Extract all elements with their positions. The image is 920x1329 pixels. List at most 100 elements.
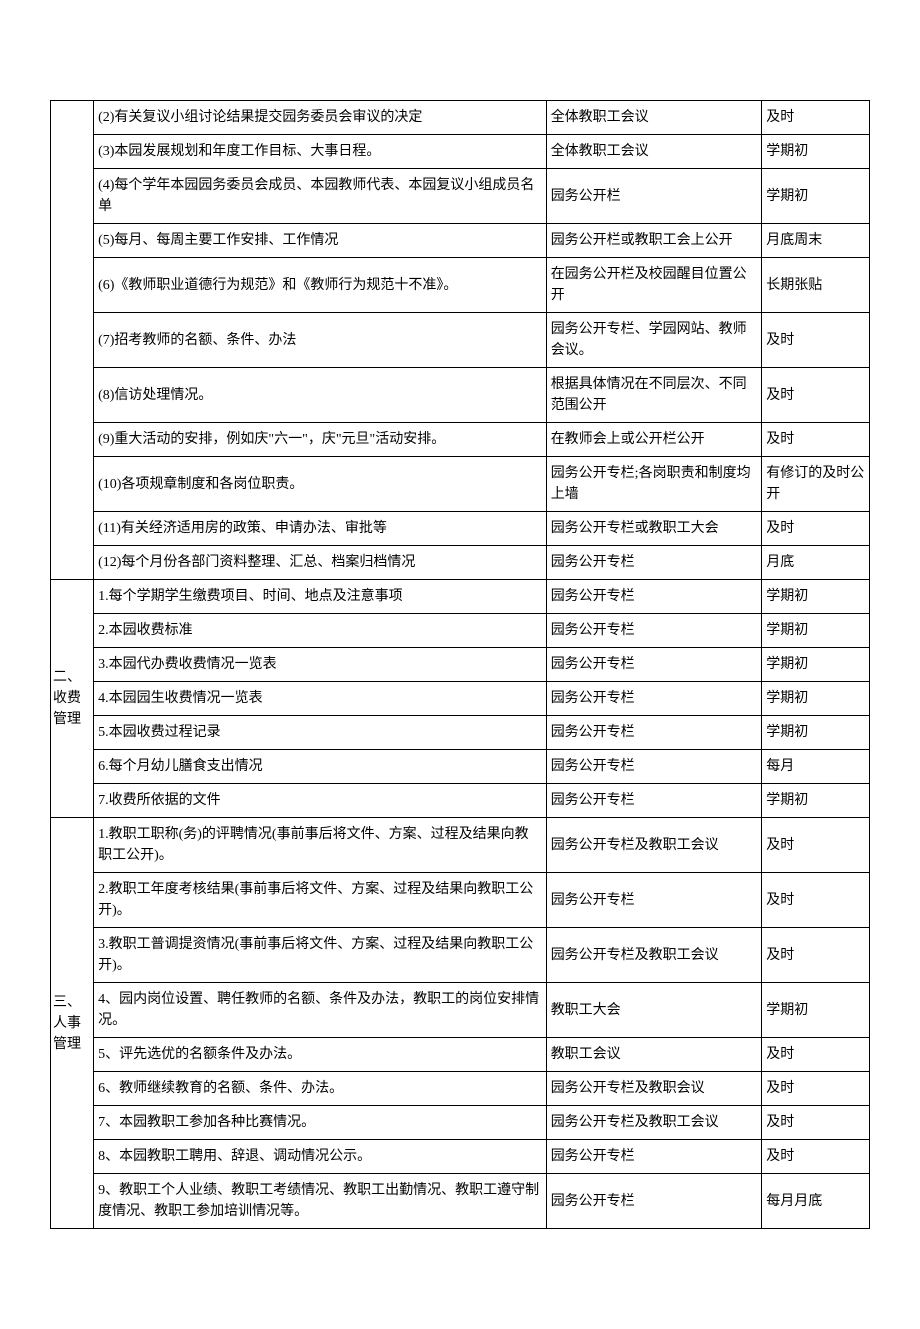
method-cell: 全体教职工会议 [546, 135, 762, 169]
table-row: (9)重大活动的安排，例如庆"六一"，庆"元旦"活动安排。在教师会上或公开栏公开… [51, 423, 870, 457]
table-row: 3.本园代办费收费情况一览表园务公开专栏学期初 [51, 648, 870, 682]
content-cell: 7、本园教职工参加各种比赛情况。 [94, 1106, 547, 1140]
table-row: 6.每个月幼儿膳食支出情况园务公开专栏每月 [51, 750, 870, 784]
method-cell: 园务公开专栏、学园网站、教师会议。 [546, 313, 762, 368]
time-cell: 及时 [762, 512, 870, 546]
method-cell: 园务公开栏或教职工会上公开 [546, 224, 762, 258]
time-cell: 及时 [762, 1072, 870, 1106]
time-cell: 学期初 [762, 169, 870, 224]
method-cell: 园务公开专栏及教职会议 [546, 1072, 762, 1106]
content-cell: 2.教职工年度考核结果(事前事后将文件、方案、过程及结果向教职工公开)。 [94, 873, 547, 928]
content-cell: (4)每个学年本园园务委员会成员、本园教师代表、本园复议小组成员名单 [94, 169, 547, 224]
method-cell: 园务公开专栏 [546, 546, 762, 580]
table-row: (3)本园发展规划和年度工作目标、大事日程。全体教职工会议学期初 [51, 135, 870, 169]
table-row: (10)各项规章制度和各岗位职责。园务公开专栏;各岗职责和制度均上墙有修订的及时… [51, 457, 870, 512]
table-row: 6、教师继续教育的名额、条件、办法。园务公开专栏及教职会议及时 [51, 1072, 870, 1106]
content-cell: (6)《教师职业道德行为规范》和《教师行为规范十不准》。 [94, 258, 547, 313]
method-cell: 园务公开专栏及教职工会议 [546, 1106, 762, 1140]
table-row: 8、本园教职工聘用、辞退、调动情况公示。园务公开专栏及时 [51, 1140, 870, 1174]
content-cell: (10)各项规章制度和各岗位职责。 [94, 457, 547, 512]
time-cell: 每月月底 [762, 1174, 870, 1229]
content-cell: (9)重大活动的安排，例如庆"六一"，庆"元旦"活动安排。 [94, 423, 547, 457]
time-cell: 月底周末 [762, 224, 870, 258]
method-cell: 园务公开专栏及教职工会议 [546, 928, 762, 983]
content-cell: 5.本园收费过程记录 [94, 716, 547, 750]
time-cell: 学期初 [762, 580, 870, 614]
content-cell: 8、本园教职工聘用、辞退、调动情况公示。 [94, 1140, 547, 1174]
method-cell: 教职工大会 [546, 983, 762, 1038]
time-cell: 及时 [762, 101, 870, 135]
content-cell: 7.收费所依据的文件 [94, 784, 547, 818]
time-cell: 每月 [762, 750, 870, 784]
content-cell: (12)每个月份各部门资料整理、汇总、档案归档情况 [94, 546, 547, 580]
table-row: 2.本园收费标准园务公开专栏学期初 [51, 614, 870, 648]
time-cell: 及时 [762, 1140, 870, 1174]
table-row: 4、园内岗位设置、聘任教师的名额、条件及办法，教职工的岗位安排情况。教职工大会学… [51, 983, 870, 1038]
time-cell: 及时 [762, 368, 870, 423]
method-cell: 园务公开专栏 [546, 614, 762, 648]
content-cell: (11)有关经济适用房的政策、申请办法、审批等 [94, 512, 547, 546]
time-cell: 及时 [762, 423, 870, 457]
table-row: 7、本园教职工参加各种比赛情况。园务公开专栏及教职工会议及时 [51, 1106, 870, 1140]
category-cell: 三、人事管理 [51, 818, 94, 1229]
time-cell: 学期初 [762, 135, 870, 169]
time-cell: 学期初 [762, 614, 870, 648]
method-cell: 根据具体情况在不同层次、不同范围公开 [546, 368, 762, 423]
content-cell: 4、园内岗位设置、聘任教师的名额、条件及办法，教职工的岗位安排情况。 [94, 983, 547, 1038]
method-cell: 园务公开专栏及教职工会议 [546, 818, 762, 873]
time-cell: 学期初 [762, 682, 870, 716]
time-cell: 学期初 [762, 648, 870, 682]
content-cell: (8)信访处理情况。 [94, 368, 547, 423]
disclosure-table: (2)有关复议小组讨论结果提交园务委员会审议的决定全体教职工会议及时(3)本园发… [50, 100, 870, 1229]
table-row: (11)有关经济适用房的政策、申请办法、审批等园务公开专栏或教职工大会及时 [51, 512, 870, 546]
content-cell: 3.本园代办费收费情况一览表 [94, 648, 547, 682]
content-cell: 6.每个月幼儿膳食支出情况 [94, 750, 547, 784]
content-cell: (7)招考教师的名额、条件、办法 [94, 313, 547, 368]
method-cell: 在教师会上或公开栏公开 [546, 423, 762, 457]
method-cell: 园务公开专栏 [546, 750, 762, 784]
method-cell: 园务公开专栏 [546, 873, 762, 928]
content-cell: 3.教职工普调提资情况(事前事后将文件、方案、过程及结果向教职工公开)。 [94, 928, 547, 983]
content-cell: (2)有关复议小组讨论结果提交园务委员会审议的决定 [94, 101, 547, 135]
content-cell: (3)本园发展规划和年度工作目标、大事日程。 [94, 135, 547, 169]
time-cell: 及时 [762, 313, 870, 368]
method-cell: 园务公开专栏 [546, 1174, 762, 1229]
method-cell: 园务公开专栏或教职工大会 [546, 512, 762, 546]
table-row: (5)每月、每周主要工作安排、工作情况园务公开栏或教职工会上公开月底周末 [51, 224, 870, 258]
time-cell: 长期张贴 [762, 258, 870, 313]
table-row: (12)每个月份各部门资料整理、汇总、档案归档情况园务公开专栏月底 [51, 546, 870, 580]
time-cell: 月底 [762, 546, 870, 580]
category-cell [51, 101, 94, 580]
time-cell: 及时 [762, 1106, 870, 1140]
table-row: 三、人事管理1.教职工职称(务)的评聘情况(事前事后将文件、方案、过程及结果向教… [51, 818, 870, 873]
table-row: 2.教职工年度考核结果(事前事后将文件、方案、过程及结果向教职工公开)。园务公开… [51, 873, 870, 928]
time-cell: 学期初 [762, 983, 870, 1038]
time-cell: 学期初 [762, 716, 870, 750]
table-row: 9、教职工个人业绩、教职工考绩情况、教职工出勤情况、教职工遵守制度情况、教职工参… [51, 1174, 870, 1229]
content-cell: 5、评先选优的名额条件及办法。 [94, 1038, 547, 1072]
method-cell: 教职工会议 [546, 1038, 762, 1072]
table-row: (6)《教师职业道德行为规范》和《教师行为规范十不准》。在园务公开栏及校园醒目位… [51, 258, 870, 313]
time-cell: 及时 [762, 873, 870, 928]
content-cell: 2.本园收费标准 [94, 614, 547, 648]
method-cell: 园务公开专栏 [546, 716, 762, 750]
table-row: 7.收费所依据的文件园务公开专栏学期初 [51, 784, 870, 818]
time-cell: 有修订的及时公开 [762, 457, 870, 512]
time-cell: 及时 [762, 818, 870, 873]
method-cell: 园务公开专栏 [546, 580, 762, 614]
content-cell: 9、教职工个人业绩、教职工考绩情况、教职工出勤情况、教职工遵守制度情况、教职工参… [94, 1174, 547, 1229]
table-row: (4)每个学年本园园务委员会成员、本园教师代表、本园复议小组成员名单园务公开栏学… [51, 169, 870, 224]
table-row: (2)有关复议小组讨论结果提交园务委员会审议的决定全体教职工会议及时 [51, 101, 870, 135]
method-cell: 在园务公开栏及校园醒目位置公开 [546, 258, 762, 313]
table-row: 4.本园园生收费情况一览表园务公开专栏学期初 [51, 682, 870, 716]
table-row: 3.教职工普调提资情况(事前事后将文件、方案、过程及结果向教职工公开)。园务公开… [51, 928, 870, 983]
content-cell: 6、教师继续教育的名额、条件、办法。 [94, 1072, 547, 1106]
method-cell: 园务公开专栏;各岗职责和制度均上墙 [546, 457, 762, 512]
time-cell: 及时 [762, 928, 870, 983]
content-cell: 1.每个学期学生缴费项目、时间、地点及注意事项 [94, 580, 547, 614]
method-cell: 园务公开专栏 [546, 784, 762, 818]
method-cell: 园务公开栏 [546, 169, 762, 224]
table-row: 二、收费管理1.每个学期学生缴费项目、时间、地点及注意事项园务公开专栏学期初 [51, 580, 870, 614]
table-row: (7)招考教师的名额、条件、办法园务公开专栏、学园网站、教师会议。及时 [51, 313, 870, 368]
method-cell: 园务公开专栏 [546, 682, 762, 716]
